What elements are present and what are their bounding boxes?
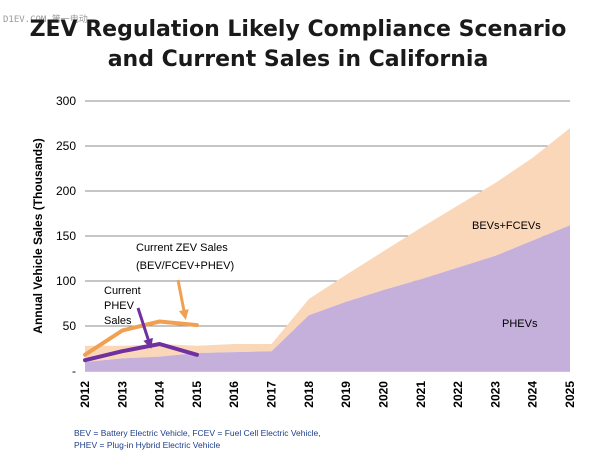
y-tick-0: - — [72, 364, 76, 378]
y-tick-250: 250 — [56, 139, 76, 153]
x-tick-labels: 2012 2013 2014 2015 2016 2017 2018 2019 2020 2021… — [78, 381, 577, 408]
y-tick-150: 150 — [56, 229, 76, 243]
zev-sales-label-line-2: (BEV/FCEV+PHEV) — [136, 260, 234, 272]
phev-sales-label-line-1: Current — [104, 285, 141, 297]
x-tick-2023: 2023 — [488, 381, 502, 408]
chart-title-line-1: ZEV Regulation Likely Compliance Scenari… — [30, 17, 567, 42]
x-tick-2019: 2019 — [339, 381, 353, 408]
x-tick-2016: 2016 — [227, 381, 241, 408]
bevs-fcevs-area — [85, 128, 570, 362]
footnote-line-2: PHEV = Plug-in Hybrid Electric Vehicle — [74, 440, 220, 450]
current-zev-sales-line — [83, 319, 199, 357]
zev-sales-label-line-1: Current ZEV Sales — [136, 242, 228, 254]
zev-sales-arrow — [176, 279, 189, 320]
sales-lines — [83, 319, 199, 363]
x-tick-2013: 2013 — [115, 381, 129, 408]
chart-title-line-2: and Current Sales in California — [108, 47, 489, 72]
y-tick-labels: - 50 100 150 200 250 300 — [56, 94, 76, 378]
y-tick-50: 50 — [63, 319, 77, 333]
x-tick-2024: 2024 — [526, 381, 540, 408]
x-tick-2017: 2017 — [265, 381, 279, 408]
x-tick-2020: 2020 — [376, 381, 390, 408]
y-tick-100: 100 — [56, 274, 76, 288]
phevs-label: PHEVs — [502, 318, 538, 330]
y-tick-200: 200 — [56, 184, 76, 198]
footnote-line-1: BEV = Battery Electric Vehicle, FCEV = F… — [74, 428, 321, 438]
x-tick-2014: 2014 — [153, 381, 167, 408]
phev-sales-arrow — [136, 307, 153, 349]
watermark: D1EV.COM 第一电动 — [3, 13, 88, 25]
y-tick-300: 300 — [56, 94, 76, 108]
x-tick-2015: 2015 — [190, 381, 204, 408]
current-phev-sales-line — [83, 342, 199, 363]
y-axis-label: Annual Vehicle Sales (Thousands) — [31, 138, 45, 333]
phev-sales-label-line-3: Sales — [104, 315, 132, 327]
x-tick-2025: 2025 — [563, 381, 577, 408]
bevs-fcevs-label: BEVs+FCEVs — [472, 220, 541, 232]
phevs-area — [85, 225, 570, 371]
x-tick-2018: 2018 — [302, 381, 316, 408]
x-tick-2012: 2012 — [78, 381, 92, 408]
x-tick-2021: 2021 — [414, 381, 428, 408]
x-tick-2022: 2022 — [451, 381, 465, 408]
areas — [85, 128, 570, 371]
phev-sales-label-line-2: PHEV — [104, 300, 135, 312]
